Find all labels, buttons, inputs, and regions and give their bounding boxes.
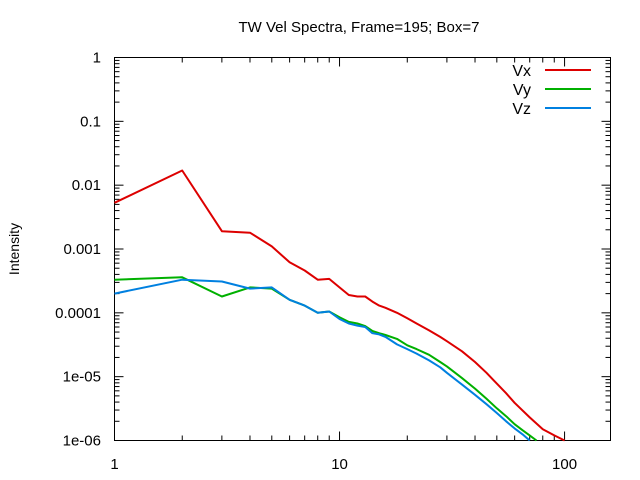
y-axis-label: Intensity <box>6 223 22 275</box>
y-tick-label: 0.01 <box>72 177 101 194</box>
x-tick-label: 1 <box>110 456 118 473</box>
chart-title: TW Vel Spectra, Frame=195; Box=7 <box>239 19 480 36</box>
legend: Vx Vy Vz <box>512 63 591 118</box>
y-tick-label: 1 <box>93 50 101 67</box>
x-tick-label: 10 <box>331 456 348 473</box>
series-line-vz <box>114 278 531 442</box>
y-tick-label: 0.0001 <box>55 305 101 322</box>
plot-frame <box>114 57 611 441</box>
series-line-vx <box>114 169 566 442</box>
legend-label-vz: Vz <box>512 101 531 118</box>
series-line-vy <box>114 276 538 442</box>
legend-label-vx: Vx <box>512 63 531 80</box>
axis-ticks: 1 10 100 1 0.1 0.01 0.001 0.0001 1e-05 1e-06 <box>55 50 611 473</box>
series-lines <box>114 169 566 442</box>
y-tick-label: 1e-06 <box>63 433 101 450</box>
y-tick-label: 0.001 <box>63 241 101 258</box>
x-tick-label: 100 <box>552 456 577 473</box>
y-tick-label: 0.1 <box>80 113 101 130</box>
y-tick-label: 1e-05 <box>63 369 101 386</box>
legend-label-vy: Vy <box>513 82 531 99</box>
